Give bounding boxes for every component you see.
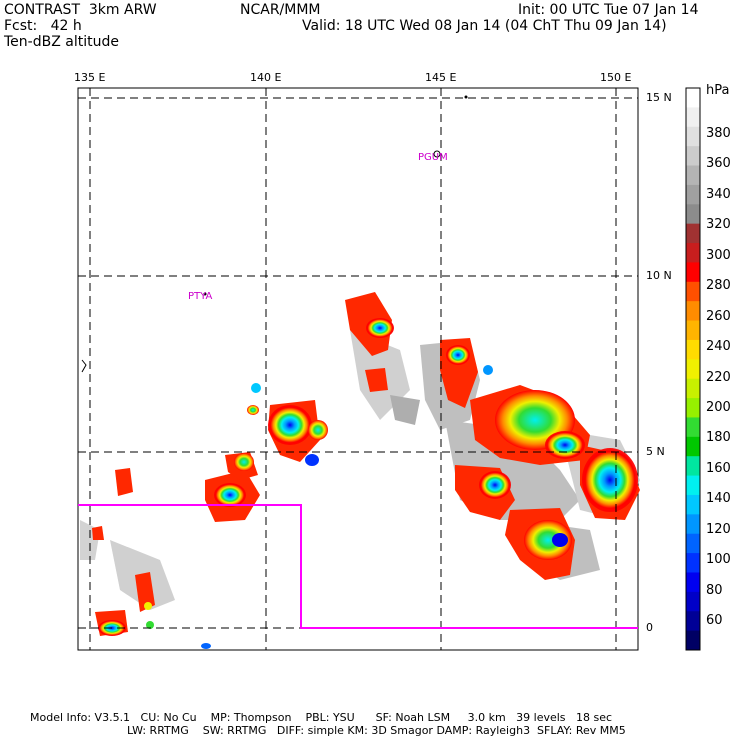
colorbar-tick-label: 380: [706, 126, 731, 141]
colorbar-tick-label: 240: [706, 339, 731, 355]
lon-label-150: 150 E: [600, 71, 632, 84]
colorbar-tick-label: 340: [706, 186, 731, 202]
colorbar-swatch: [686, 359, 700, 380]
colorbar-tick-label: 120: [706, 521, 731, 537]
model-info-line2: LW: RRTMG SW: RRTMG DIFF: simple KM: 3D …: [127, 724, 626, 737]
colorbar-tick-label: 60: [706, 613, 723, 628]
colorbar-swatch: [686, 630, 700, 651]
lat-label-0: 0: [646, 621, 653, 634]
colorbar-swatch: [686, 281, 700, 302]
region-boundary: [78, 504, 638, 629]
colorbar-swatch: [686, 398, 700, 418]
colorbar-tick-label: 140: [706, 491, 731, 507]
colorbar-swatch: [686, 611, 700, 632]
convective-cores: [98, 318, 638, 649]
colorbar-swatch: [686, 320, 700, 341]
colorbar-swatch: [686, 514, 700, 535]
place-ptya: PTYA: [188, 291, 213, 302]
colorbar-swatch: [686, 475, 700, 496]
lon-label-140: 140 E: [250, 71, 282, 84]
forecast-hour: Fcst: 42 h: [4, 18, 82, 34]
field-name: Ten-dBZ altitude: [4, 34, 119, 50]
colorbar-swatch: [686, 223, 700, 244]
colorbar-swatch: [686, 417, 700, 438]
lon-label-135: 135 E: [74, 71, 106, 84]
colorbar-tick-label: 320: [706, 217, 731, 233]
pgum-station-icon: [433, 150, 441, 158]
place-pgum: PGUM: [418, 152, 448, 163]
model-title: CONTRAST 3km ARW: [4, 2, 157, 18]
colorbar-swatch: [686, 572, 700, 593]
colorbar-tick-label: 260: [706, 308, 731, 324]
colorbar-swatch: [686, 378, 700, 399]
colorbar-swatch: [686, 88, 700, 108]
colorbar-tick-label: 220: [706, 369, 731, 385]
colorbar-swatch: [686, 456, 700, 477]
colorbar-swatch: [686, 436, 700, 457]
colorbar-frame: [685, 87, 701, 651]
colorbar-tick-label: 300: [706, 247, 731, 263]
colorbar-swatch: [686, 533, 700, 554]
colorbar-tick-label: 360: [706, 156, 731, 172]
lat-label-5n: 5 N: [646, 445, 665, 458]
island-marker: [81, 359, 87, 373]
colorbar-swatch: [686, 146, 700, 167]
colorbar-tick-label: 280: [706, 278, 731, 294]
colorbar-swatch: [686, 494, 700, 515]
colorbar-swatch: [686, 243, 700, 263]
colorbar-swatch: [686, 553, 700, 573]
colorbar-swatch: [686, 301, 700, 322]
colorbar-tick-label: 160: [706, 460, 731, 476]
lat-label-15n: 15 N: [646, 91, 672, 104]
colorbar-swatch: [686, 126, 700, 147]
colorbar-swatch: [686, 107, 700, 128]
island-dot: [464, 95, 468, 99]
colorbar-tick-label: 180: [706, 430, 731, 446]
model-info-line1: Model Info: V3.5.1 CU: No Cu MP: Thompso…: [30, 711, 613, 724]
valid-time: Valid: 18 UTC Wed 08 Jan 14 (04 ChT Thu …: [302, 18, 667, 34]
colorbar-tick-label: 200: [706, 399, 731, 415]
colorbar-swatch: [686, 165, 700, 186]
init-time: Init: 00 UTC Tue 07 Jan 14: [518, 2, 699, 18]
lon-label-145: 145 E: [425, 71, 457, 84]
colorbar-swatch: [686, 204, 700, 225]
colorbar-tick-label: 100: [706, 552, 731, 568]
colorbar-swatch: [686, 184, 700, 205]
center-label: NCAR/MMM: [240, 2, 321, 18]
colorbar-swatch: [686, 339, 700, 360]
colorbar-swatch: [686, 262, 700, 283]
colorbar-unit: hPa: [706, 83, 730, 98]
ptya-station-icon: [203, 292, 207, 296]
colorbar-tick-label: 80: [706, 582, 723, 598]
colorbar-swatch: [686, 591, 700, 612]
lat-label-10n: 10 N: [646, 269, 672, 282]
